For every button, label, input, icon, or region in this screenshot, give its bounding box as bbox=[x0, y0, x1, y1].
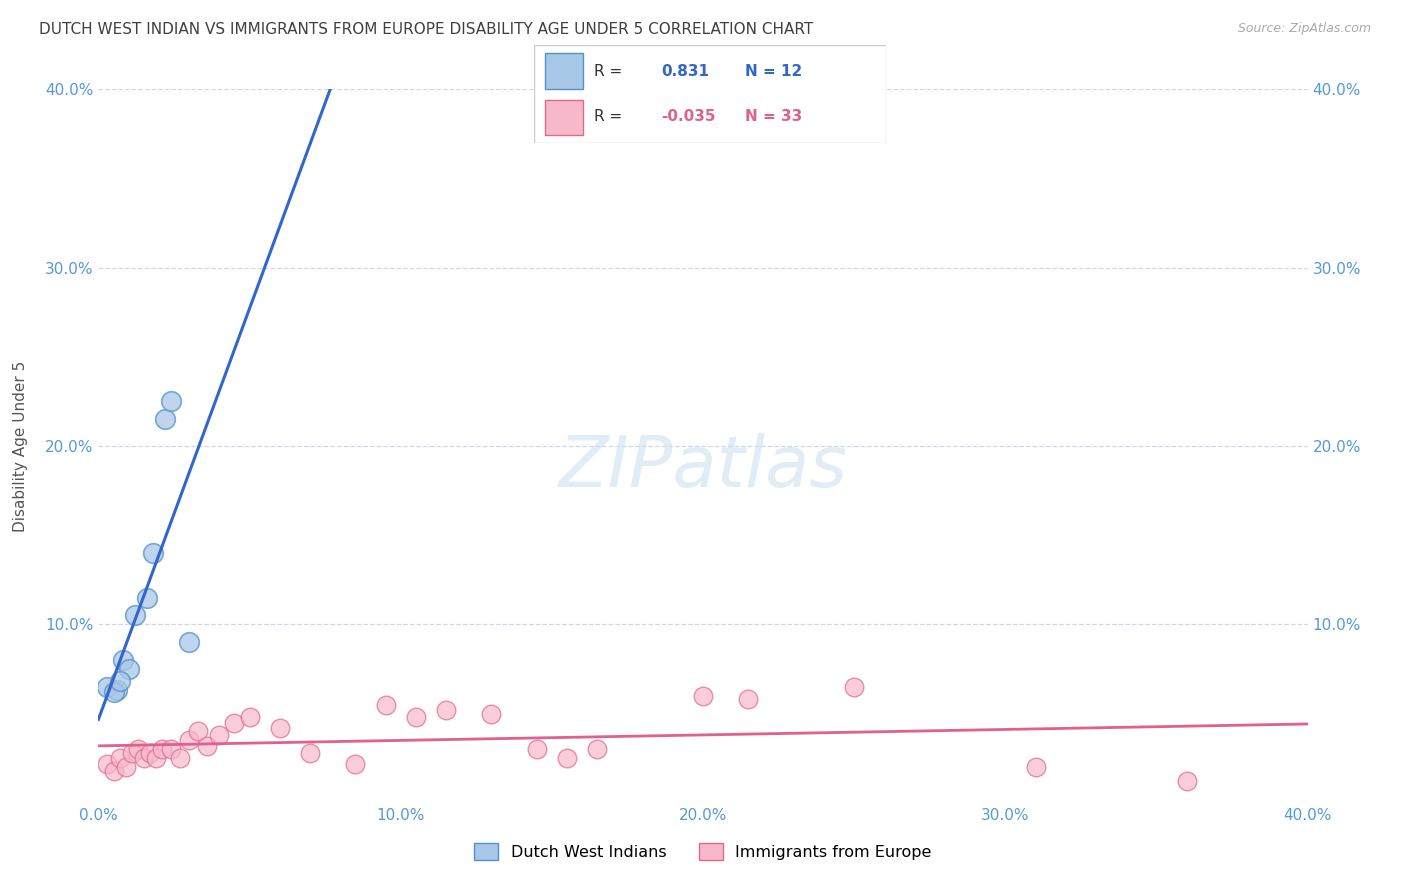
FancyBboxPatch shape bbox=[534, 45, 886, 143]
Point bbox=[1024, 760, 1046, 774]
Y-axis label: Disability Age Under 5: Disability Age Under 5 bbox=[14, 360, 28, 532]
Point bbox=[586, 742, 609, 756]
Text: R =: R = bbox=[593, 109, 623, 124]
Point bbox=[526, 742, 548, 756]
Point bbox=[844, 680, 866, 694]
Point bbox=[114, 760, 136, 774]
Point bbox=[179, 733, 201, 747]
Text: 0.831: 0.831 bbox=[661, 63, 709, 78]
Point bbox=[153, 412, 176, 426]
Point bbox=[374, 698, 396, 712]
Text: R =: R = bbox=[593, 63, 623, 78]
Text: -0.035: -0.035 bbox=[661, 109, 716, 124]
Point bbox=[103, 764, 125, 778]
Point bbox=[239, 710, 262, 724]
Legend: Dutch West Indians, Immigrants from Europe: Dutch West Indians, Immigrants from Euro… bbox=[468, 837, 938, 866]
Point bbox=[269, 721, 291, 735]
Point bbox=[405, 710, 427, 724]
Point bbox=[434, 703, 457, 717]
Point bbox=[103, 685, 125, 699]
Point bbox=[96, 756, 118, 771]
Point bbox=[299, 746, 322, 760]
Point bbox=[692, 689, 714, 703]
Point bbox=[108, 751, 131, 765]
Point bbox=[111, 653, 134, 667]
Bar bbox=[544, 100, 583, 135]
Text: DUTCH WEST INDIAN VS IMMIGRANTS FROM EUROPE DISABILITY AGE UNDER 5 CORRELATION C: DUTCH WEST INDIAN VS IMMIGRANTS FROM EUR… bbox=[39, 22, 814, 37]
Text: N = 33: N = 33 bbox=[745, 109, 803, 124]
Point bbox=[481, 706, 503, 721]
Point bbox=[142, 546, 165, 560]
Point bbox=[160, 742, 183, 756]
Point bbox=[105, 683, 128, 698]
Point bbox=[737, 692, 759, 706]
Point bbox=[135, 591, 157, 605]
Point bbox=[118, 662, 141, 676]
Point bbox=[224, 715, 246, 730]
Point bbox=[150, 742, 173, 756]
Point bbox=[139, 746, 162, 760]
Point bbox=[1175, 774, 1198, 789]
Point bbox=[108, 674, 131, 689]
Point bbox=[124, 608, 146, 623]
Point bbox=[195, 739, 218, 753]
Point bbox=[127, 742, 149, 756]
Point bbox=[208, 728, 231, 742]
Point bbox=[344, 756, 367, 771]
Point bbox=[145, 751, 167, 765]
Point bbox=[121, 746, 143, 760]
Text: Source: ZipAtlas.com: Source: ZipAtlas.com bbox=[1237, 22, 1371, 36]
Bar bbox=[544, 54, 583, 89]
Point bbox=[160, 394, 183, 409]
Point bbox=[555, 751, 578, 765]
Text: ZIPatlas: ZIPatlas bbox=[558, 433, 848, 502]
Text: N = 12: N = 12 bbox=[745, 63, 803, 78]
Point bbox=[96, 680, 118, 694]
Point bbox=[132, 751, 155, 765]
Point bbox=[179, 635, 201, 649]
Point bbox=[187, 724, 209, 739]
Point bbox=[169, 751, 191, 765]
